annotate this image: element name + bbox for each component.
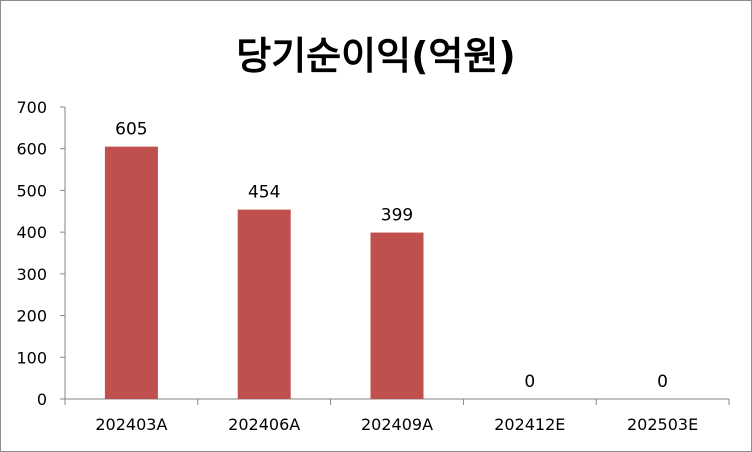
chart-title: 당기순이익(억원) (236, 34, 516, 78)
x-tick-label: 202409A (361, 415, 433, 434)
y-tick-label: 500 (16, 181, 47, 200)
bar (370, 232, 424, 399)
data-label: 454 (248, 183, 280, 203)
data-label: 399 (381, 206, 413, 226)
bar (237, 209, 291, 399)
y-tick-label: 400 (16, 223, 47, 242)
y-tick-label: 200 (16, 307, 47, 326)
y-tick-label: 100 (16, 348, 47, 367)
y-tick-label: 600 (16, 140, 47, 159)
x-tick-label: 202412E (494, 415, 565, 434)
y-tick-label: 0 (37, 390, 47, 409)
y-tick-label: 700 (16, 98, 47, 117)
x-tick-label: 202406A (228, 415, 300, 434)
y-tick-label: 300 (16, 265, 47, 284)
bar (104, 146, 158, 399)
x-tick-label: 202503E (627, 415, 698, 434)
data-label: 0 (657, 372, 668, 392)
data-label: 0 (524, 372, 535, 392)
x-tick-label: 202403A (95, 415, 167, 434)
data-label: 605 (115, 120, 147, 140)
